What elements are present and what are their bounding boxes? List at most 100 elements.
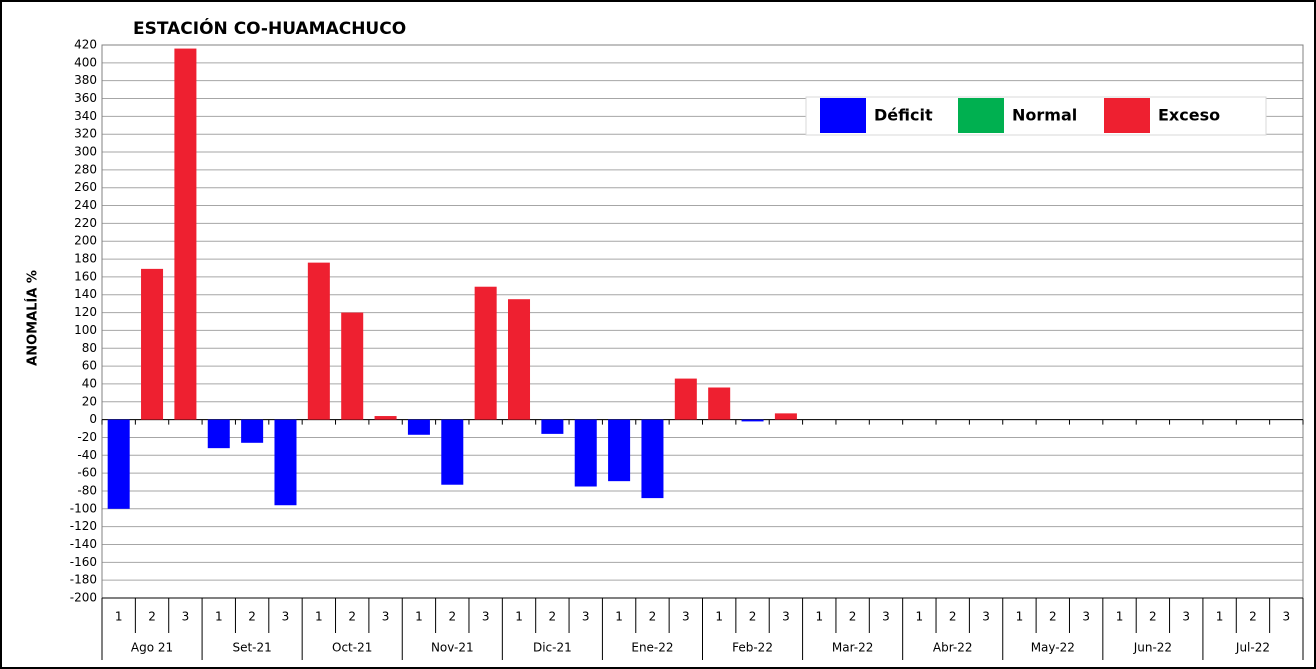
group-label: Mar-22	[832, 641, 873, 655]
y-tick-label: -180	[70, 573, 97, 587]
x-tick-label: 2	[448, 610, 456, 624]
x-tick-label: 3	[1082, 610, 1090, 624]
x-tick-label: 2	[749, 610, 757, 624]
bar	[541, 419, 564, 434]
legend-swatch	[820, 98, 866, 133]
bar	[107, 419, 130, 509]
y-tick-label: 20	[82, 394, 97, 408]
bar	[741, 419, 764, 422]
x-tick-label: 3	[982, 610, 990, 624]
bar	[407, 419, 430, 435]
bar	[341, 312, 364, 420]
y-tick-label: -140	[70, 537, 97, 551]
y-tick-label: 180	[74, 252, 97, 266]
bar	[274, 419, 297, 506]
x-tick-label: 3	[682, 610, 690, 624]
y-tick-label: 60	[82, 359, 97, 373]
group-label: Ago 21	[131, 641, 173, 655]
bar	[441, 419, 464, 485]
x-tick-label: 3	[882, 610, 890, 624]
bar	[374, 416, 397, 420]
x-tick-label: 1	[1116, 610, 1124, 624]
bar	[574, 419, 597, 487]
x-tick-label: 2	[1249, 610, 1257, 624]
y-tick-label: 80	[82, 341, 97, 355]
bar	[141, 268, 164, 420]
y-tick-label: -40	[77, 448, 97, 462]
bar	[641, 419, 664, 499]
bar	[508, 299, 531, 420]
y-tick-label: 260	[74, 180, 97, 194]
x-tick-label: 3	[782, 610, 790, 624]
bar	[674, 378, 697, 420]
y-tick-label: -20	[77, 430, 97, 444]
y-tick-label: 0	[89, 412, 97, 426]
bar	[207, 419, 230, 449]
y-tick-label: 300	[74, 145, 97, 159]
x-tick-label: 3	[482, 610, 490, 624]
x-tick-label: 2	[849, 610, 857, 624]
x-tick-label: 1	[415, 610, 423, 624]
y-tick-label: 340	[74, 109, 97, 123]
y-tick-label: 200	[74, 234, 97, 248]
x-tick-label: 2	[348, 610, 356, 624]
y-tick-label: -200	[70, 591, 97, 605]
x-tick-label: 2	[1049, 610, 1057, 624]
x-tick-label: 1	[916, 610, 924, 624]
y-tick-label: -60	[77, 466, 97, 480]
x-tick-label: 1	[815, 610, 823, 624]
y-tick-label: 320	[74, 127, 97, 141]
bar	[774, 413, 797, 420]
x-tick-label: 2	[649, 610, 657, 624]
group-label: Nov-21	[431, 641, 474, 655]
x-tick-label: 2	[549, 610, 557, 624]
y-tick-label: 360	[74, 91, 97, 105]
y-tick-label: 140	[74, 287, 97, 301]
y-tick-label: 280	[74, 162, 97, 176]
y-tick-label: 120	[74, 305, 97, 319]
y-tick-label: 420	[74, 38, 97, 52]
legend-label: Normal	[1012, 106, 1077, 125]
x-tick-label: 3	[1282, 610, 1290, 624]
y-tick-label: -120	[70, 519, 97, 533]
x-tick-label: 3	[182, 610, 190, 624]
y-tick-label: 220	[74, 216, 97, 230]
x-tick-label: 2	[148, 610, 156, 624]
group-label: Feb-22	[732, 641, 773, 655]
bar	[174, 48, 197, 420]
legend-swatch	[958, 98, 1004, 133]
x-tick-label: 1	[1016, 610, 1024, 624]
bar	[241, 419, 264, 443]
bar	[307, 262, 330, 420]
x-tick-label: 2	[949, 610, 957, 624]
x-tick-label: 1	[115, 610, 123, 624]
x-tick-label: 1	[615, 610, 623, 624]
legend-label: Déficit	[874, 106, 933, 125]
x-tick-label: 3	[582, 610, 590, 624]
legend-box	[805, 96, 1267, 136]
legend-label: Exceso	[1158, 106, 1220, 125]
bar	[708, 387, 731, 420]
x-tick-label: 3	[1182, 610, 1190, 624]
x-tick-label: 2	[248, 610, 256, 624]
x-tick-label: 1	[215, 610, 223, 624]
group-label: Set-21	[232, 641, 271, 655]
y-axis-label: ANOMALÍA %	[25, 270, 41, 366]
y-tick-label: 100	[74, 323, 97, 337]
y-tick-label: -100	[70, 501, 97, 515]
group-label: Oct-21	[332, 641, 372, 655]
group-label: May-22	[1031, 641, 1075, 655]
x-tick-label: 1	[715, 610, 723, 624]
group-label: Dic-21	[533, 641, 572, 655]
group-label: Abr-22	[933, 641, 973, 655]
bar	[608, 419, 631, 482]
x-tick-label: 1	[1216, 610, 1224, 624]
y-tick-label: 400	[74, 55, 97, 69]
chart-title: ESTACIÓN CO-HUAMACHUCO	[133, 17, 406, 39]
bar	[474, 286, 497, 420]
y-tick-label: 160	[74, 269, 97, 283]
x-tick-label: 1	[515, 610, 523, 624]
x-tick-label: 2	[1149, 610, 1157, 624]
y-tick-label: -160	[70, 555, 97, 569]
